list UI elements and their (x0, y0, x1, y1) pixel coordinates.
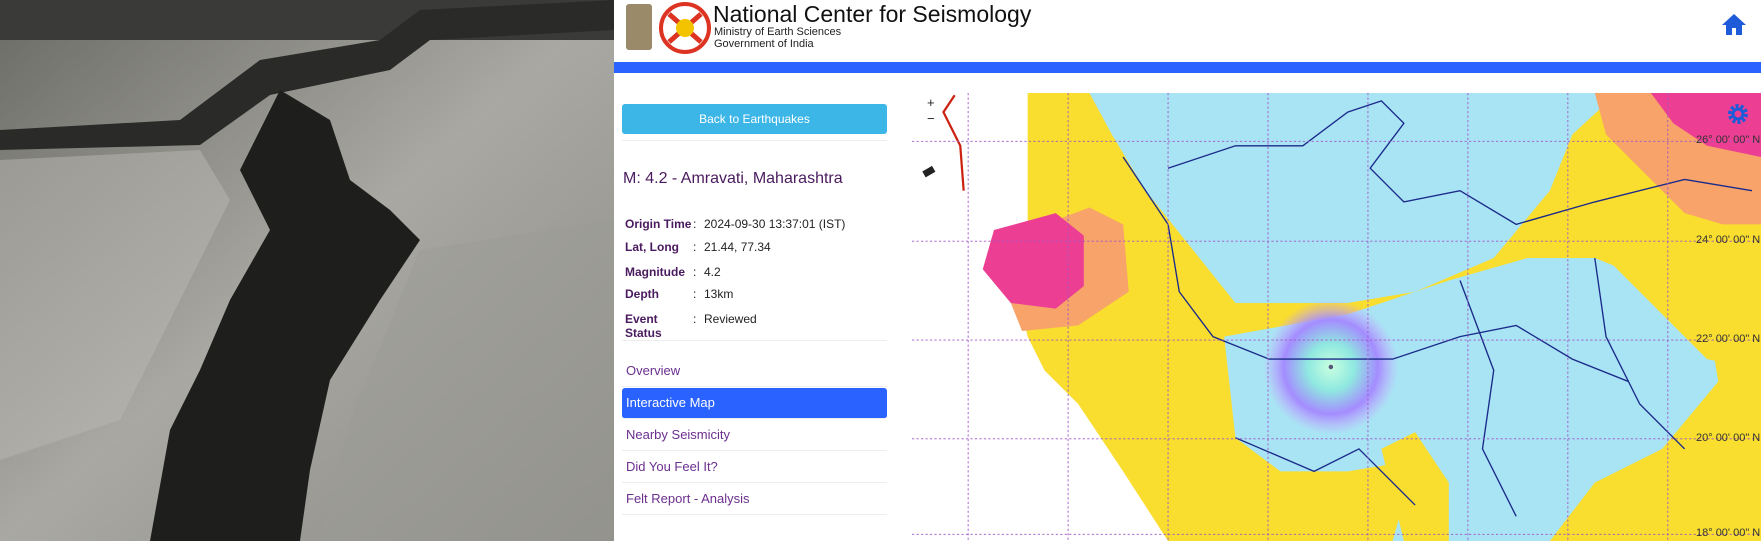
site-subtitle: Government of India (714, 38, 814, 50)
detail-value: 4.2 (704, 265, 721, 279)
detail-label: Depth (625, 287, 659, 301)
event-title: M: 4.2 - Amravati, Maharashtra (623, 170, 843, 187)
nav-item[interactable]: Interactive Map (622, 388, 887, 419)
zoom-in[interactable]: + (927, 95, 935, 110)
site-subtitle: Ministry of Earth Sciences (714, 26, 842, 38)
detail-value: Reviewed (704, 312, 757, 326)
detail-label: Lat, Long (625, 240, 679, 254)
home-icon[interactable] (1721, 12, 1747, 36)
map-canvas (912, 93, 1761, 541)
detail-separator: : (693, 312, 697, 326)
detail-value: 13km (704, 287, 734, 301)
map[interactable]: + − 26° 00' 00" N 24° 00' 00" N 22° 00' 00… (912, 93, 1761, 541)
detail-separator: : (693, 217, 697, 231)
nav-item[interactable]: Felt Report - Analysis (622, 484, 887, 515)
detail-separator: : (693, 287, 697, 301)
settings-icon[interactable] (1727, 103, 1749, 125)
detail-value: 21.44, 77.34 (704, 240, 771, 254)
detail-label: Origin Time (625, 217, 692, 231)
latitude-label: 24° 00' 00" N (1696, 234, 1761, 246)
nav-label: Interactive Map (626, 395, 715, 410)
nav-item[interactable]: Nearby Seismicity (622, 420, 887, 451)
latitude-label: 20° 00' 00" N (1696, 432, 1761, 444)
detail-label: Event Status (625, 312, 662, 340)
nav-item[interactable]: Did You Feel It? (622, 452, 887, 483)
site-title: National Center for Seismology (713, 1, 1032, 27)
detail-separator: : (693, 240, 697, 254)
back-button[interactable]: Back to Earthquakes (622, 104, 887, 134)
nav-label: Nearby Seismicity (626, 427, 731, 442)
latitude-label: 22° 00' 00" N (1696, 333, 1761, 345)
detail-separator: : (693, 265, 697, 279)
nav-item[interactable]: Overview (622, 356, 887, 387)
nav-label: Felt Report - Analysis (626, 491, 750, 506)
detail-value: 2024-09-30 13:37:01 (IST) (704, 217, 846, 231)
header: National Center for Seismology Ministry … (614, 0, 1761, 62)
header-bar (614, 62, 1761, 73)
latitude-label: 26° 00' 00" N (1696, 134, 1761, 146)
earthquake-photo (0, 0, 614, 541)
sidebar: Back to Earthquakes M: 4.2 - Amravati, M… (622, 73, 887, 541)
nav-label: Did You Feel It? (626, 459, 718, 474)
nav-label: Overview (626, 363, 681, 378)
latitude-label: 18° 00' 00" N (1696, 527, 1761, 539)
detail-label: Magnitude (625, 265, 685, 279)
back-button-label: Back to Earthquakes (699, 112, 810, 126)
logos (626, 2, 711, 54)
zoom-out[interactable]: − (927, 111, 935, 126)
